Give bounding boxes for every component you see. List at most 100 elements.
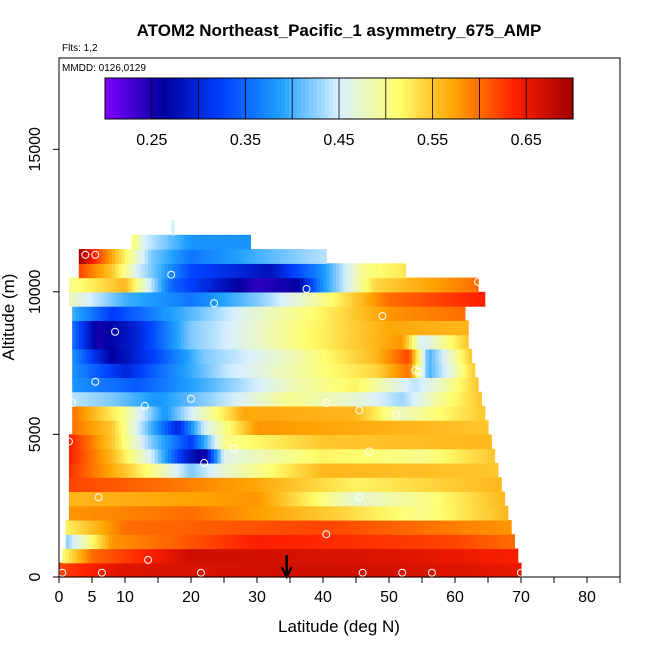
heatmap-cell: [290, 334, 294, 350]
heatmap-cell: [408, 462, 413, 478]
heatmap-cell: [220, 434, 225, 450]
heatmap-cell: [389, 477, 393, 493]
heatmap-cell: [349, 448, 354, 464]
heatmap-cell: [461, 320, 466, 336]
heatmap-cell: [164, 363, 169, 378]
heatmap-cell: [319, 462, 324, 478]
heatmap-cell: [257, 491, 261, 507]
heatmap-cell: [220, 477, 225, 493]
heatmap-cell: [171, 277, 176, 293]
heatmap-cell: [187, 477, 192, 493]
heatmap-cell: [59, 562, 63, 578]
colorbar-cell: [457, 78, 462, 119]
heatmap-cell: [260, 491, 265, 507]
colorbar-cell: [385, 78, 390, 119]
colorbar-cell: [325, 78, 330, 119]
heatmap-cell: [471, 434, 476, 450]
heatmap-cell: [451, 434, 456, 450]
heatmap-cell: [191, 477, 195, 493]
heatmap-cell: [382, 263, 387, 279]
heatmap-cell: [431, 434, 436, 450]
heatmap-cell: [207, 277, 212, 293]
heatmap-cell: [105, 363, 110, 378]
sample-point: [144, 555, 153, 564]
heatmap-cell: [428, 348, 433, 364]
heatmap-cell: [379, 434, 383, 450]
heatmap-cell: [161, 348, 166, 364]
heatmap-cell: [319, 505, 324, 521]
heatmap-cell: [461, 391, 466, 407]
heatmap-cell: [352, 291, 357, 307]
heatmap-cell: [375, 291, 380, 307]
heatmap-cell: [204, 363, 209, 378]
heatmap-cell: [481, 405, 486, 421]
heatmap-cell: [263, 505, 268, 521]
heatmap-cell: [260, 291, 265, 307]
heatmap-cell: [441, 377, 446, 393]
heatmap-cell: [471, 548, 476, 564]
heatmap-cell: [141, 505, 146, 521]
heatmap-cell: [441, 334, 446, 350]
heatmap-cell: [303, 505, 308, 521]
heatmap-cell: [148, 391, 152, 407]
heatmap-cell: [204, 405, 209, 421]
heatmap-cell: [428, 320, 433, 336]
colorbar-cell: [365, 78, 370, 119]
heatmap-cell: [164, 377, 169, 393]
heatmap-cell: [365, 534, 370, 550]
heatmap-cell: [78, 420, 83, 436]
heatmap-cell: [438, 434, 443, 450]
heatmap-cell: [253, 277, 258, 293]
heatmap-cell: [441, 462, 446, 478]
colorbar-cell: [501, 78, 506, 119]
sample-point: [91, 377, 100, 386]
heatmap-cell: [164, 320, 169, 336]
heatmap-cell: [154, 462, 159, 478]
heatmap-cell: [316, 519, 321, 535]
heatmap-cell: [299, 405, 304, 421]
heatmap-cell: [184, 505, 189, 521]
altitude-layer: [62, 548, 519, 564]
heatmap-cell: [85, 377, 90, 393]
heatmap-cell: [220, 277, 225, 293]
heatmap-cell: [362, 291, 367, 307]
colorbar-cell: [473, 78, 478, 119]
heatmap-cell: [98, 263, 103, 279]
x-tick-label: 80: [578, 589, 596, 606]
heatmap-cell: [174, 491, 179, 507]
heatmap-cell: [240, 348, 245, 364]
heatmap-cell: [349, 377, 354, 393]
heatmap-cell: [412, 534, 416, 550]
heatmap-cell: [158, 420, 162, 436]
heatmap-cell: [461, 291, 466, 307]
heatmap-cell: [82, 548, 86, 564]
heatmap-cell: [167, 405, 172, 421]
heatmap-cell: [111, 448, 116, 464]
heatmap-cell: [379, 320, 383, 336]
heatmap-cell: [474, 477, 479, 493]
heatmap-cell: [408, 291, 413, 307]
heatmap-cell: [283, 277, 288, 293]
x-tick-label: 50: [380, 589, 398, 606]
heatmap-cell: [431, 491, 436, 507]
heatmap-cell: [438, 334, 443, 350]
altitude-layer: [68, 434, 492, 450]
heatmap-cell: [276, 377, 281, 393]
heatmap-cell: [359, 420, 364, 436]
heatmap-cell: [365, 405, 370, 421]
heatmap-cell: [445, 448, 449, 464]
heatmap-cell: [290, 263, 294, 279]
heatmap-cell: [131, 320, 136, 336]
heatmap-cell: [309, 277, 314, 293]
heatmap-cell: [369, 391, 374, 407]
heatmap-cell: [359, 519, 364, 535]
heatmap-cell: [352, 462, 357, 478]
heatmap-cell: [402, 377, 407, 393]
heatmap-cell: [415, 477, 420, 493]
heatmap-cell: [402, 491, 407, 507]
heatmap-cell: [154, 377, 159, 393]
heatmap-cell: [352, 477, 357, 493]
heatmap-cell: [299, 491, 304, 507]
heatmap-cell: [402, 334, 407, 350]
heatmap-cell: [88, 405, 93, 421]
